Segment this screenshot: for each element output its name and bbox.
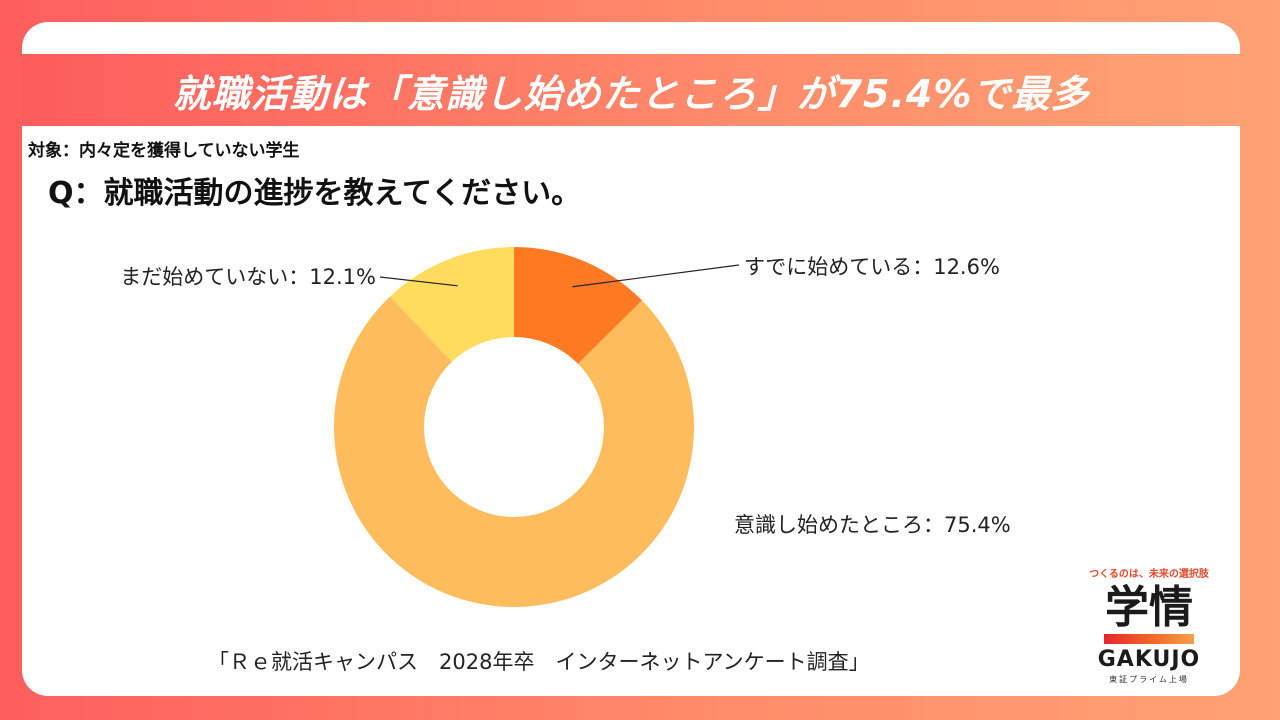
content-card: 就職活動は「意識し始めたところ」が75.4%で最多 対象：内々定を獲得していない… bbox=[22, 22, 1240, 696]
headline-text: 就職活動は「意識し始めたところ」が75.4%で最多 bbox=[172, 71, 1090, 116]
logo-mark: 学情 bbox=[1105, 582, 1193, 633]
logo-bar bbox=[1104, 634, 1194, 644]
leader-line bbox=[572, 264, 740, 288]
logo-listed: 東証プライム上場 bbox=[1109, 675, 1189, 684]
label-not-started: まだ始めていない：12.1% bbox=[120, 265, 376, 289]
company-logo: つくるのは、未来の選択肢 学情 GAKUJO 東証プライム上場 bbox=[1086, 565, 1212, 685]
leader-line bbox=[379, 276, 458, 287]
question-text: Q：就職活動の進捗を教えてください。 bbox=[48, 176, 582, 211]
slice-already-started bbox=[514, 247, 642, 364]
target-note: 対象：内々定を獲得していない学生 bbox=[28, 141, 300, 161]
donut-chart: すでに始めている：12.6% 意識し始めたところ：75.4% まだ始めていない：12… bbox=[120, 247, 1011, 607]
slice-just-became-aware bbox=[334, 296, 694, 607]
source-note: 「Ｒｅ就活キャンパス 2028年卒 インターネットアンケート調査」 bbox=[208, 650, 870, 674]
label-already-started: すでに始めている：12.6% bbox=[744, 255, 1000, 279]
logo-brand: GAKUJO bbox=[1097, 647, 1201, 672]
label-just-became-aware: 意識し始めたところ：75.4% bbox=[734, 513, 1011, 537]
slice-not-started bbox=[390, 247, 514, 362]
logo-tagline: つくるのは、未来の選択肢 bbox=[1089, 569, 1209, 580]
headline-banner: 就職活動は「意識し始めたところ」が75.4%で最多 bbox=[22, 54, 1240, 126]
